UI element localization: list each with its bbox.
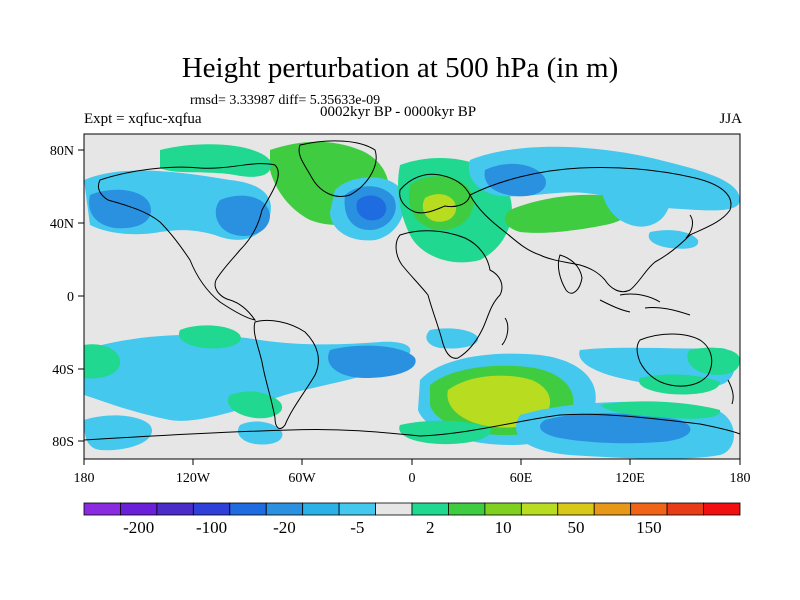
contour-fill-8 [356,195,387,221]
contour-fields [84,141,740,459]
season-label: JJA [719,111,742,127]
lon-label-60w: 60W [288,471,316,486]
colorbar-swatch [484,502,522,516]
coastline-madagascar [501,317,509,346]
lat-label-80s: 80S [52,435,74,450]
coastline-south-america [253,319,319,429]
colorbar-swatch [302,502,340,516]
contour-fill-20 [328,345,416,378]
contour-fill-19 [178,325,241,349]
coastline-australia [636,333,713,387]
contour-fill-15 [600,171,671,227]
colorbar-swatch [192,502,231,516]
coastline-europe [399,173,471,214]
lon-label-180e: 180 [730,471,751,486]
colorbar-swatch [229,502,267,516]
contour-fill-28 [687,347,740,375]
colorbar [83,502,741,516]
contour-fill-13 [484,163,546,197]
contour-fill-22 [84,415,152,451]
colorbar-label: -5 [350,518,365,537]
colorbar-swatch [666,502,704,516]
colorbar-swatch [338,502,376,516]
lon-label-120e: 120E [615,471,645,486]
contour-fill-21 [227,391,283,419]
colorbar-swatch [557,502,595,516]
colorbar-swatch [375,502,413,516]
contour-fill-23 [426,328,479,349]
coastline-greenland [298,140,377,197]
experiment-label: Expt = xqfuc-xqfua [84,111,202,127]
map-title: Height perturbation at 500 hPa (in m) [181,52,619,84]
contour-fill-14 [504,194,633,233]
axis-ticks [78,149,741,465]
longitude-labels: 180 120W 60W 0 60E 120E 180 [74,471,751,486]
lat-label-eq: 0 [67,290,74,305]
colorbar-swatch [265,502,304,516]
lat-label-80n: 80N [50,144,74,159]
contour-fill-33 [399,420,491,445]
colorbar-swatch [448,502,486,516]
coastline-japan [685,214,694,239]
colorbar-swatch [411,502,449,516]
coastline-north-america [97,163,279,321]
contour-fill-30 [540,413,691,444]
coastline-islands [599,293,691,316]
lon-label-120w: 120W [176,471,211,486]
contour-fill-5 [160,144,271,177]
contour-fill-16 [648,230,699,249]
lon-label-0: 0 [409,471,416,486]
colorbar-label: 2 [425,518,435,537]
map-panel [84,134,740,459]
lon-label-60e: 60E [510,471,533,486]
latitude-labels: 80N 40N 0 40S 80S [50,144,74,450]
coastlines [84,140,740,441]
colorbar-swatch [120,502,158,516]
contour-fill-31 [600,401,721,419]
coastline-new-zealand [727,379,734,405]
contour-fill-18 [84,344,121,379]
colorbar-swatch [703,502,741,516]
contour-fill-34 [237,421,283,445]
colorbar-swatch [593,502,632,516]
colorbar-label: -100 [195,518,228,537]
coastline-africa [395,230,503,359]
lat-label-40n: 40N [50,217,74,232]
statistics-text: rmsd= 3.33987 diff= 5.35633e-09 [190,93,381,108]
coastline-asia [469,166,732,293]
time-range-label: 0002kyr BP - 0000kyr BP [320,104,477,120]
colorbar-label: 50 [567,518,585,537]
colorbar-swatch [83,502,121,516]
colorbar-swatch [520,502,559,516]
contour-fill-2 [89,189,151,229]
colorbar-swatch [630,502,668,516]
coastline-india [557,254,583,294]
colorbar-label: 10 [494,518,512,537]
lat-label-40s: 40S [52,363,74,378]
contour-fill-32 [639,374,720,395]
lon-label-180w: 180 [74,471,95,486]
coastline-antarctica [84,413,740,441]
colorbar-label: 150 [636,518,662,537]
colorbar-label: -200 [123,518,155,537]
colorbar-label: -20 [273,518,296,537]
colorbar-swatch [156,502,194,516]
